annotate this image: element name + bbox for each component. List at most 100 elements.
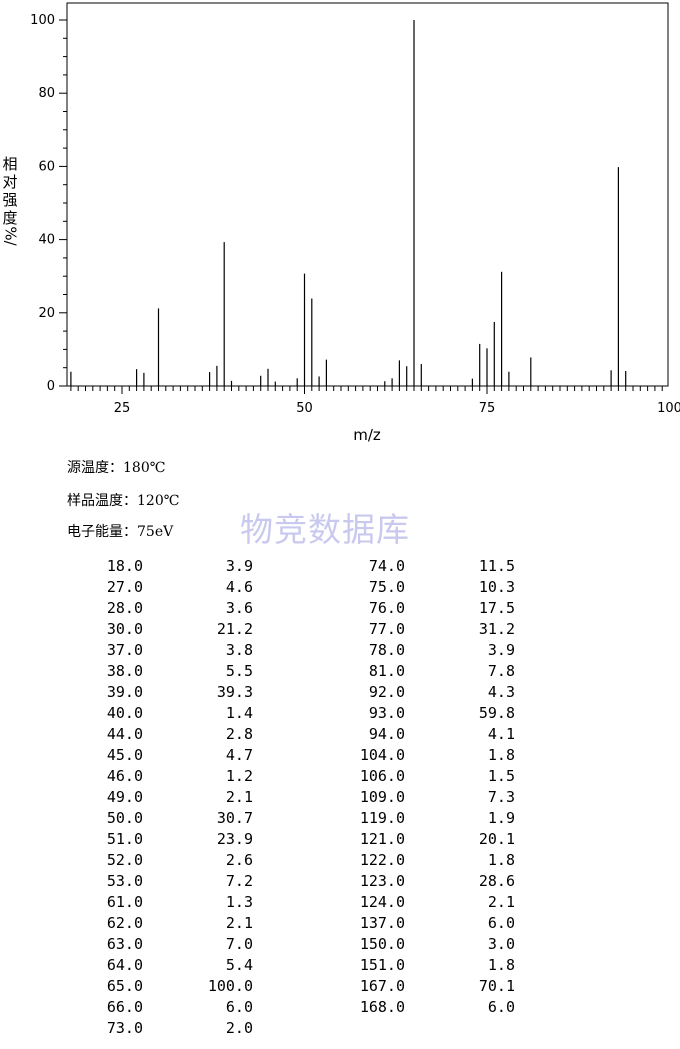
- intensity-cell: 2.0: [225, 1019, 253, 1037]
- intensity-cell: 100.0: [207, 977, 253, 995]
- mz-cell: 119.0: [359, 809, 405, 827]
- intensity-cell: 7.8: [487, 662, 515, 680]
- intensity-cell: 4.7: [225, 746, 253, 764]
- intensity-cell: 4.6: [225, 578, 253, 596]
- y-axis-label: 相 对 强 度 %/: [1, 155, 20, 246]
- intensity-cell: 1.8: [487, 956, 515, 974]
- mz-cell: 92.0: [368, 683, 405, 701]
- mz-cell: 151.0: [359, 956, 405, 974]
- intensity-cell: 23.9: [216, 830, 253, 848]
- intensity-cell: 1.8: [487, 746, 515, 764]
- intensity-cell: 3.0: [487, 935, 515, 953]
- intensity-cell: 3.8: [225, 641, 253, 659]
- intensity-cell: 2.1: [225, 914, 253, 932]
- mz-cell: 77.0: [368, 620, 405, 638]
- y-axis-label-char: 度: [2, 209, 18, 227]
- mz-cell: 45.0: [106, 746, 143, 764]
- y-tick-label: 80: [38, 86, 55, 101]
- mz-cell: 61.0: [106, 893, 143, 911]
- mz-cell: 18.0: [106, 557, 143, 575]
- intensity-cell: 7.0: [225, 935, 253, 953]
- mz-cell: 62.0: [106, 914, 143, 932]
- intensity-cell: 59.8: [478, 704, 515, 722]
- mz-cell: 37.0: [106, 641, 143, 659]
- mz-cell: 93.0: [368, 704, 405, 722]
- x-axis-label: m/z: [353, 426, 381, 444]
- intensity-cell: 1.5: [487, 767, 515, 785]
- intensity-cell: 31.2: [478, 620, 515, 638]
- watermark: 物竞数据库: [240, 510, 410, 549]
- intensity-cell: 7.3: [487, 788, 515, 806]
- intensity-cell: 2.1: [487, 893, 515, 911]
- intensity-cell: 5.4: [225, 956, 253, 974]
- y-tick-label: 0: [47, 379, 55, 394]
- intensity-cell: 7.2: [225, 872, 253, 890]
- mz-cell: 65.0: [106, 977, 143, 995]
- mz-cell: 75.0: [368, 578, 405, 596]
- intensity-cell: 3.9: [225, 557, 253, 575]
- intensity-cell: 11.5: [478, 557, 515, 575]
- mz-cell: 122.0: [359, 851, 405, 869]
- mz-cell: 51.0: [106, 830, 143, 848]
- mz-cell: 49.0: [106, 788, 143, 806]
- source-temperature: 源温度：180℃: [67, 460, 166, 476]
- intensity-cell: 1.9: [487, 809, 515, 827]
- mz-cell: 124.0: [359, 893, 405, 911]
- y-tick-label: 20: [38, 306, 55, 321]
- intensity-cell: 17.5: [478, 599, 515, 617]
- intensity-cell: 10.3: [478, 578, 515, 596]
- mz-cell: 167.0: [359, 977, 405, 995]
- mz-cell: 64.0: [106, 956, 143, 974]
- mz-cell: 28.0: [106, 599, 143, 617]
- mz-cell: 109.0: [359, 788, 405, 806]
- mz-cell: 39.0: [106, 683, 143, 701]
- intensity-cell: 4.3: [487, 683, 515, 701]
- intensity-cell: 5.5: [225, 662, 253, 680]
- y-tick-label: 60: [38, 159, 55, 174]
- mz-cell: 137.0: [359, 914, 405, 932]
- intensity-cell: 2.6: [225, 851, 253, 869]
- x-tick-label: 100: [657, 401, 680, 416]
- mz-cell: 53.0: [106, 872, 143, 890]
- electron-energy: 电子能量：75eV: [67, 524, 174, 540]
- mass-spectrum-chart: 255075100125150020406080100 m/z: [30, 2, 680, 444]
- mz-cell: 30.0: [106, 620, 143, 638]
- x-tick-label: 50: [296, 401, 313, 416]
- mz-cell: 38.0: [106, 662, 143, 680]
- intensity-cell: 1.2: [225, 767, 253, 785]
- mz-cell: 44.0: [106, 725, 143, 743]
- intensity-cell: 2.8: [225, 725, 253, 743]
- intensity-cell: 3.9: [487, 641, 515, 659]
- mz-cell: 66.0: [106, 998, 143, 1016]
- y-tick-label: 100: [30, 13, 55, 28]
- intensity-cell: 39.3: [216, 683, 253, 701]
- intensity-cell: 1.8: [487, 851, 515, 869]
- mz-cell: 40.0: [106, 704, 143, 722]
- mz-cell: 168.0: [359, 998, 405, 1016]
- intensity-cell: 4.1: [487, 725, 515, 743]
- mz-cell: 50.0: [106, 809, 143, 827]
- y-axis-label-char: 相: [2, 155, 18, 173]
- plot-frame: [66, 2, 669, 387]
- mz-cell: 106.0: [359, 767, 405, 785]
- y-axis-label-char: 强: [2, 191, 18, 209]
- mz-cell: 123.0: [359, 872, 405, 890]
- mz-cell: 74.0: [368, 557, 405, 575]
- mz-cell: 94.0: [368, 725, 405, 743]
- intensity-cell: 20.1: [478, 830, 515, 848]
- intensity-cell: 21.2: [216, 620, 253, 638]
- y-tick-label: 40: [38, 233, 55, 248]
- intensity-cell: 1.4: [225, 704, 253, 722]
- intensity-cell: 2.1: [225, 788, 253, 806]
- mz-cell: 78.0: [368, 641, 405, 659]
- mz-cell: 63.0: [106, 935, 143, 953]
- intensity-cell: 6.0: [225, 998, 253, 1016]
- intensity-cell: 30.7: [216, 809, 253, 827]
- mz-cell: 27.0: [106, 578, 143, 596]
- intensity-cell: 3.6: [225, 599, 253, 617]
- intensity-cell: 70.1: [478, 977, 515, 995]
- mz-cell: 73.0: [106, 1019, 143, 1037]
- y-axis-label-char: 对: [2, 173, 18, 191]
- mz-cell: 81.0: [368, 662, 405, 680]
- mz-cell: 150.0: [359, 935, 405, 953]
